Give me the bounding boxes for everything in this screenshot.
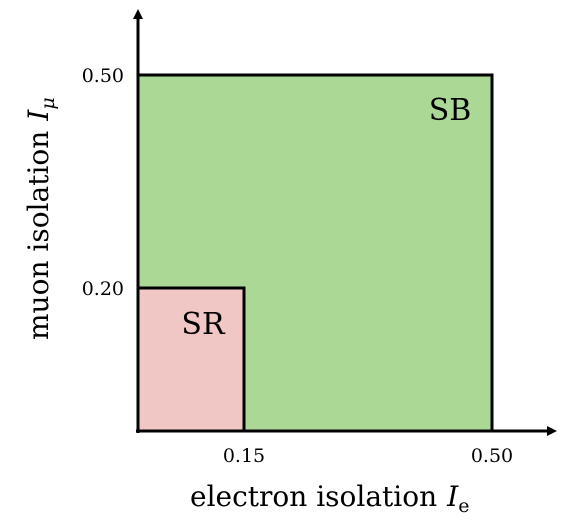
x-axis-symbol: I bbox=[446, 480, 459, 513]
y-axis-symbol: I bbox=[22, 109, 55, 122]
x-tick-label: 0.50 bbox=[471, 445, 513, 467]
y-tick-label: 0.20 bbox=[82, 278, 124, 300]
sr-region bbox=[136, 286, 246, 433]
sr-label: SR bbox=[181, 307, 226, 342]
y-axis-title: muon isolation Iμ bbox=[22, 97, 59, 340]
sb-label: SB bbox=[429, 93, 472, 128]
y-axis-title-text: muon isolation bbox=[22, 131, 55, 340]
y-axis-subscript: μ bbox=[37, 97, 59, 109]
y-tick-label: 0.50 bbox=[82, 65, 124, 87]
x-tick-label: 0.15 bbox=[223, 445, 265, 467]
x-axis-title-text: electron isolation bbox=[190, 480, 437, 513]
x-axis-title: electron isolation Ie bbox=[190, 480, 469, 517]
x-axis-subscript: e bbox=[458, 495, 469, 517]
